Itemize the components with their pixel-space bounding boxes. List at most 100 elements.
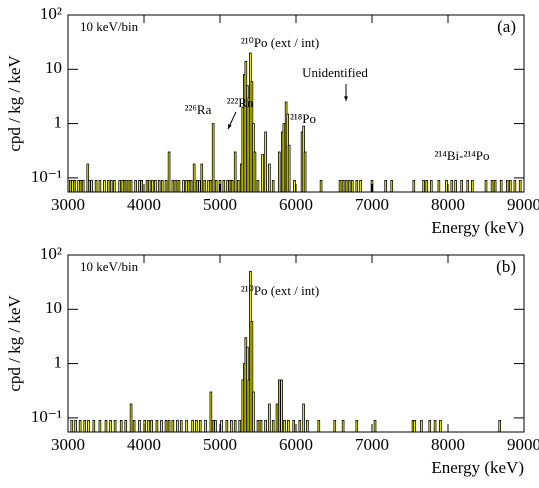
y-tick-label: 10² <box>40 244 62 263</box>
histogram-bin <box>293 179 296 193</box>
histogram-bin <box>204 419 207 433</box>
histogram-bin <box>282 123 286 193</box>
histogram-bin <box>259 419 263 433</box>
histogram-bin <box>151 179 154 193</box>
histogram-bin <box>119 419 123 433</box>
histogram-bin <box>129 403 133 433</box>
histogram-bin <box>355 419 359 433</box>
histogram-bin <box>490 179 494 193</box>
histogram-bin <box>233 419 237 433</box>
histogram-bin <box>298 419 302 433</box>
histogram-bin <box>73 179 77 193</box>
histogram-bin <box>317 419 321 433</box>
histogram-bin <box>359 179 362 193</box>
histogram-bin <box>445 179 448 193</box>
histogram-bin <box>185 179 188 193</box>
histogram-bin <box>238 419 242 433</box>
x-axis-label: Energy (keV) <box>431 458 524 477</box>
histogram-bin <box>182 179 185 193</box>
histogram-bin <box>230 179 234 193</box>
histogram-bin <box>350 179 354 193</box>
panel: 3000 4000 5000 6000 7000 8000 9000 10⁻¹ 1 10 10² En… <box>5 4 539 237</box>
histogram-bin <box>256 419 260 433</box>
histogram-bin <box>154 179 157 193</box>
histogram-bin <box>211 419 215 433</box>
histogram-bin <box>81 179 85 193</box>
histogram-bin <box>268 163 271 193</box>
histogram-bin <box>198 419 202 433</box>
bin-width-label: 10 keV/bin <box>80 19 139 34</box>
histogram-bin <box>164 179 168 193</box>
panel-label: (a) <box>497 17 516 36</box>
annotation: Unidentified <box>302 65 368 80</box>
histogram-bin <box>292 419 296 433</box>
histogram-bin <box>78 419 82 433</box>
histogram-bin <box>104 419 108 433</box>
x-axis-label: Energy (keV) <box>431 218 524 237</box>
x-tick-label: 8000 <box>431 435 465 454</box>
histogram-bin <box>185 419 188 433</box>
histogram-bin <box>83 419 87 433</box>
annotation: ²²⁶Ra <box>185 102 212 117</box>
x-tick-label: 6000 <box>279 195 313 214</box>
x-tick-label: 4000 <box>127 435 161 454</box>
annotation: ²¹⁰Po (ext / int) <box>241 35 319 50</box>
y-axis-label: cpd / kg / keV <box>5 295 24 392</box>
histogram-bin <box>171 419 175 433</box>
histogram-bin <box>195 419 198 433</box>
histogram-bin <box>211 123 215 193</box>
histogram-bin <box>268 403 271 433</box>
histogram-bin <box>138 419 141 433</box>
histogram-bin <box>140 179 144 193</box>
histogram-bin <box>222 179 226 193</box>
histogram-bin <box>192 163 196 193</box>
x-tick-label: 6000 <box>279 435 313 454</box>
histogram-bin <box>498 419 501 433</box>
x-tick-label: 3000 <box>51 435 85 454</box>
histogram-bin <box>373 419 377 433</box>
histogram-bin <box>134 179 137 193</box>
bin-width-label: 10 keV/bin <box>80 259 139 274</box>
histogram-bin <box>98 179 102 193</box>
histogram-bin <box>509 179 512 193</box>
histogram-bin <box>174 179 178 193</box>
histogram-bin <box>189 179 193 193</box>
histogram-bin <box>164 419 168 433</box>
histogram-bin <box>264 131 267 193</box>
histogram-bin <box>191 419 194 433</box>
histogram-bin <box>344 179 348 193</box>
histogram-bin <box>214 419 217 433</box>
histogram-bin <box>177 179 181 193</box>
histogram-bin <box>338 179 342 193</box>
histogram-bin <box>518 179 522 193</box>
histogram-bin <box>167 419 171 433</box>
histogram-bin <box>200 163 204 193</box>
histogram-bin <box>228 179 232 193</box>
histogram-bin <box>347 179 351 193</box>
histogram-bin <box>302 403 305 433</box>
histogram-bin <box>129 179 133 193</box>
histogram-bin <box>110 179 113 193</box>
histogram-bin <box>450 179 454 193</box>
histogram-bin <box>113 419 117 433</box>
histogram-bin <box>493 179 497 193</box>
histogram-bin <box>420 419 423 433</box>
histogram-bin <box>233 151 237 193</box>
histogram-bin <box>253 151 257 193</box>
histogram-bin <box>287 419 290 433</box>
histogram-bin <box>256 179 260 193</box>
histogram-bin <box>148 179 151 193</box>
y-tick-label: 10 <box>45 58 62 77</box>
histogram-bin <box>425 179 429 193</box>
histogram-bin <box>109 419 112 433</box>
histogram-bin <box>138 179 141 193</box>
histogram-bin <box>422 179 425 193</box>
histogram-bin <box>271 419 275 433</box>
annotation: ²¹⁸Po <box>290 111 316 126</box>
histogram-bin <box>283 419 286 433</box>
histogram-bin <box>176 419 179 433</box>
histogram-bin <box>71 179 74 193</box>
histogram-bin <box>167 151 171 193</box>
histogram-bin <box>98 419 102 433</box>
histogram-bin <box>303 151 307 193</box>
